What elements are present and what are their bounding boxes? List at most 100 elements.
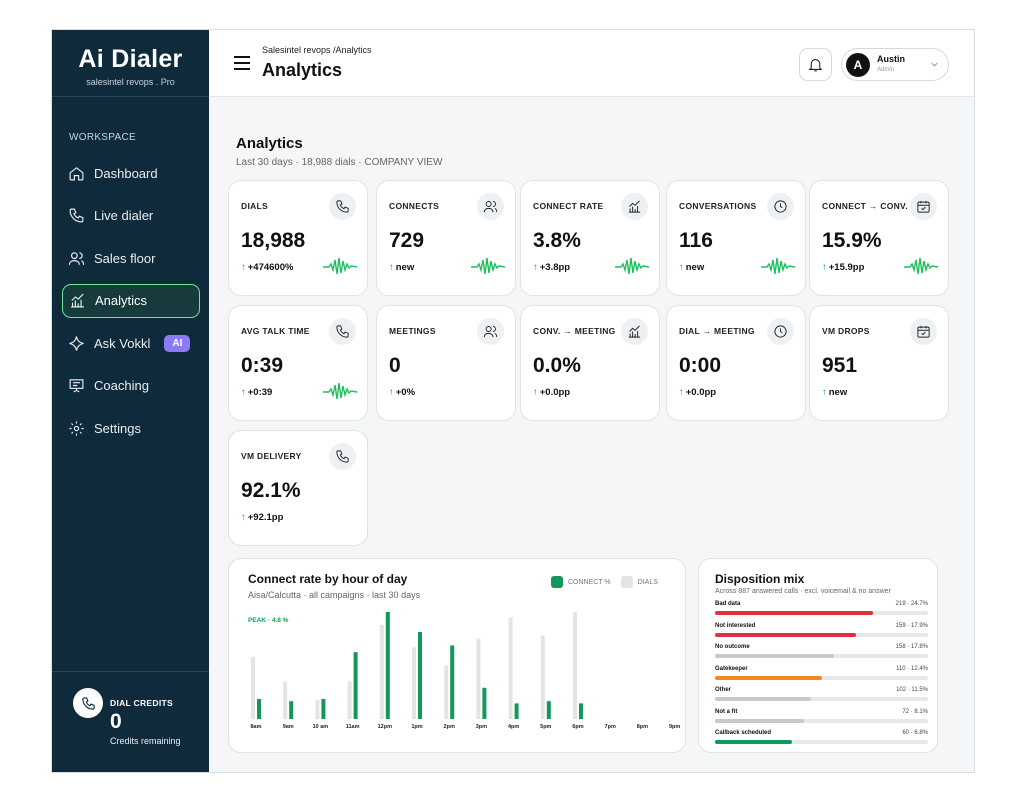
disposition-row: Other 102 · 11.5%	[715, 687, 928, 707]
metric-card: VM DROPS 951 ↑ new	[809, 305, 949, 421]
metric-label: CONVERSATIONS	[679, 201, 757, 211]
metric-value: 0	[389, 354, 401, 377]
metric-value: 15.9%	[822, 229, 882, 252]
disposition-name: Gatekeeper	[715, 665, 748, 672]
metric-delta: ↑ +15.9pp	[822, 262, 864, 273]
metric-card: VM DELIVERY 92.1% ↑ +92.1pp	[228, 430, 368, 546]
disposition-track	[715, 740, 928, 744]
user-menu[interactable]: A Austin Admin	[841, 48, 949, 81]
brand-title: Ai Dialer	[78, 45, 183, 73]
user-role: Admin	[877, 67, 895, 73]
x-tick-label: 8pm	[637, 724, 648, 730]
app-window: Ai Dialer salesintel revops . Pro WORKSP…	[51, 29, 975, 773]
metric-delta: ↑ new	[389, 262, 414, 273]
disposition-row: Not interested 159 · 17.9%	[715, 623, 928, 643]
sidebar-item-settings[interactable]: Settings	[62, 411, 200, 445]
metric-delta-text: +15.9pp	[828, 262, 865, 273]
disposition-mix: Disposition mix Across 887 answered call…	[698, 558, 938, 753]
arrow-up-icon: ↑	[241, 387, 246, 398]
arrow-up-icon: ↑	[822, 387, 827, 398]
metric-card: CONNECT → CONV. 15.9% ↑ +15.9pp	[809, 180, 949, 296]
x-tick-label: 3pm	[476, 724, 487, 730]
users-icon	[68, 251, 85, 265]
connect-bar	[579, 703, 583, 719]
disposition-row: Gatekeeper 110 · 12.4%	[715, 666, 928, 686]
waveform-icon	[904, 257, 938, 275]
sidebar-item-dashboard[interactable]: Dashboard	[62, 156, 200, 190]
clock-icon	[767, 193, 794, 220]
x-tick-label: 6pm	[572, 724, 583, 730]
chart-icon	[621, 318, 648, 345]
bell-icon	[808, 59, 823, 72]
disposition-track	[715, 718, 928, 723]
sidebar-item-ask-vokkl[interactable]: Ask Vokkl AI	[62, 326, 200, 360]
phone-icon	[73, 688, 103, 718]
avatar: A	[846, 53, 870, 77]
chart-plot: 8am 9am 10 am 11am 12pm 1pm 2pm 3pm 4pm 5pm 6pm 7pm…	[250, 612, 680, 730]
arrow-up-icon: ↑	[679, 387, 684, 398]
disposition-bar	[715, 675, 822, 680]
disposition-name: Other	[715, 687, 732, 693]
metric-value: 951	[822, 354, 858, 377]
metric-value: 116	[679, 229, 713, 252]
menu-icon[interactable]	[234, 56, 250, 70]
dials-bar	[508, 617, 513, 719]
disposition-bar	[715, 632, 856, 637]
peak-label: PEAK · 4.8 %	[248, 617, 289, 624]
metric-label: DIAL → MEETING	[679, 326, 755, 336]
metric-label: VM DROPS	[822, 326, 870, 336]
dial-credits: DIAL CREDITS 0 Credits remaining	[52, 671, 209, 772]
x-tick-label: 2pm	[444, 724, 455, 730]
notifications-button[interactable]	[799, 48, 832, 81]
sidebar-item-live-dialer[interactable]: Live dialer	[62, 199, 200, 233]
presentation-icon	[69, 379, 84, 393]
disposition-name: Callback scheduled	[715, 730, 772, 736]
disposition-name: Not interested	[715, 622, 756, 629]
user-name: Austin	[877, 54, 905, 64]
section-title: Analytics	[236, 135, 303, 152]
metric-label: CONNECT RATE	[533, 201, 604, 211]
chart-title: Connect rate by hour of day	[248, 572, 408, 586]
x-tick-label: 9pm	[669, 724, 680, 730]
workspace-label: WORKSPACE	[69, 132, 136, 143]
chart-icon	[621, 193, 648, 220]
phone-icon	[69, 208, 84, 223]
x-tick-label: 8am	[250, 724, 261, 730]
disposition-value: 219 · 24.7%	[895, 601, 928, 607]
metric-delta-text: +474600%	[247, 262, 294, 273]
dials-bar	[315, 699, 320, 719]
arrow-up-icon: ↑	[679, 262, 684, 273]
disposition-row: Callback scheduled 60 · 6.8%	[715, 730, 928, 750]
waveform-icon	[615, 257, 649, 275]
chart-legend: CONNECT % DIALS	[551, 576, 658, 588]
dials-bar	[573, 612, 577, 719]
connect-bar	[289, 701, 294, 719]
x-tick-label: 10 am	[313, 724, 329, 730]
metric-card: AVG TALK TIME 0:39 ↑ +0:39	[228, 305, 368, 421]
x-tick-label: 7pm	[605, 724, 616, 730]
waveform-icon	[761, 257, 795, 275]
users-icon	[477, 318, 504, 345]
disposition-value: 60 · 6.8%	[902, 730, 928, 736]
sidebar-item-sales-floor[interactable]: Sales floor	[62, 241, 200, 275]
sidebar-item-label: Sales floor	[94, 250, 156, 266]
gear-icon	[69, 420, 84, 436]
sidebar-item-label: Settings	[94, 420, 141, 436]
arrow-up-icon: ↑	[533, 387, 538, 398]
metric-delta-text: new	[395, 262, 415, 273]
metric-label: CONNECTS	[389, 201, 440, 211]
chart-subtitle: Aisa/Calcutta · all campaigns · last 30 …	[248, 590, 421, 600]
phone-icon	[329, 318, 356, 345]
sidebar-item-analytics[interactable]: Analytics	[62, 283, 200, 318]
connect-rate-chart: Connect rate by hour of day Aisa/Calcutt…	[228, 558, 686, 753]
metric-value: 18,988	[241, 229, 306, 252]
dials-bar	[379, 624, 384, 719]
metric-delta-text: +92.1pp	[247, 512, 284, 523]
metric-delta: ↑ +0%	[389, 387, 415, 398]
phone-icon	[329, 443, 356, 470]
disposition-row: No outcome 158 · 17.8%	[715, 644, 928, 664]
metric-delta: ↑ +0.0pp	[679, 387, 716, 398]
x-tick-label: 5pm	[540, 724, 551, 730]
sidebar-item-coaching[interactable]: Coaching	[62, 369, 200, 403]
disposition-bar	[715, 611, 873, 615]
